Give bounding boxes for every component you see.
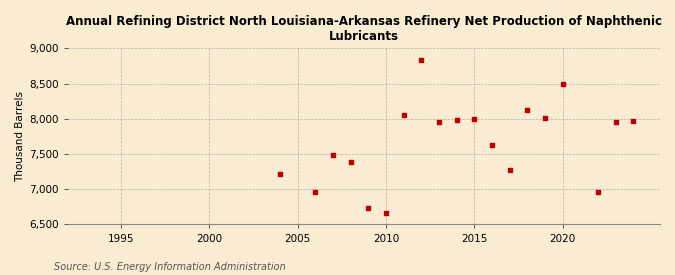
- Point: [452, 118, 462, 122]
- Point: [433, 119, 444, 124]
- Point: [398, 112, 409, 117]
- Point: [310, 190, 321, 194]
- Point: [504, 168, 515, 172]
- Point: [593, 190, 603, 194]
- Text: Source: U.S. Energy Information Administration: Source: U.S. Energy Information Administ…: [54, 262, 286, 272]
- Point: [558, 82, 568, 86]
- Point: [327, 153, 338, 157]
- Point: [610, 120, 621, 125]
- Point: [487, 143, 497, 147]
- Point: [522, 108, 533, 112]
- Point: [381, 211, 392, 215]
- Y-axis label: Thousand Barrels: Thousand Barrels: [15, 91, 25, 182]
- Point: [345, 160, 356, 164]
- Point: [628, 119, 639, 123]
- Point: [275, 172, 286, 176]
- Title: Annual Refining District North Louisiana-Arkansas Refinery Net Production of Nap: Annual Refining District North Louisiana…: [66, 15, 662, 43]
- Point: [469, 117, 480, 121]
- Point: [416, 57, 427, 62]
- Point: [363, 206, 374, 210]
- Point: [540, 116, 551, 120]
